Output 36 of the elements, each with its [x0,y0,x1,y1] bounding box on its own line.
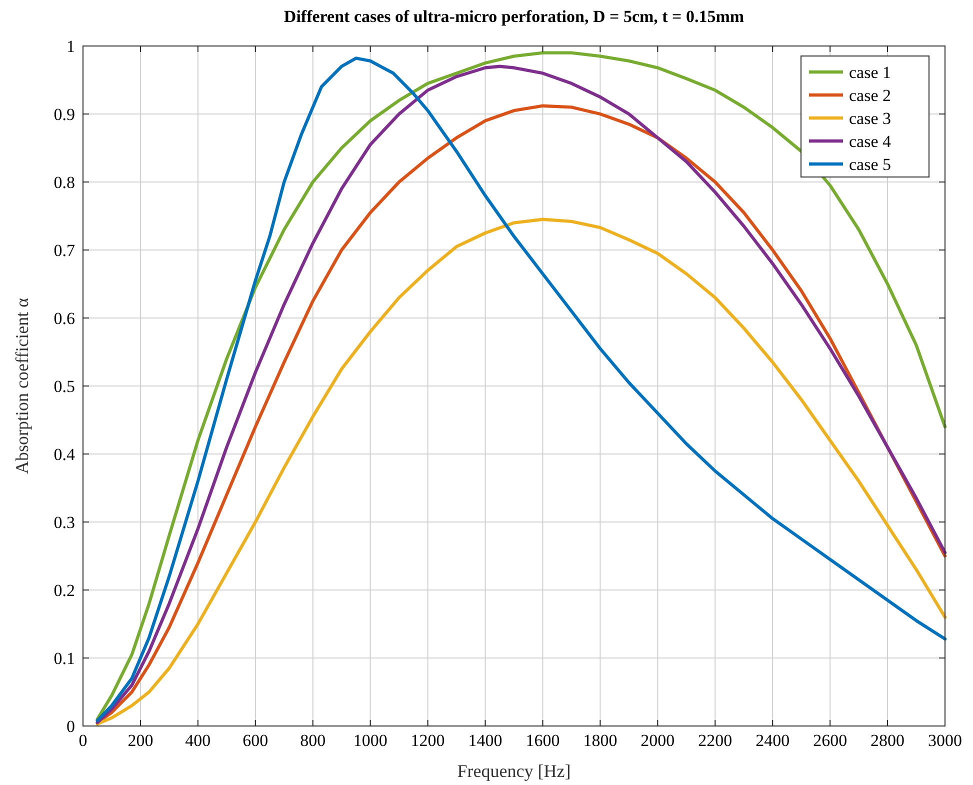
x-tick-label: 800 [300,731,326,750]
x-tick-label: 2200 [698,731,732,750]
y-tick-label: 0.6 [54,309,75,328]
x-tick-label: 2800 [870,731,905,750]
x-tick-label: 2000 [640,731,675,750]
x-tick-label: 1400 [468,731,502,750]
legend-label: case 1 [849,63,892,82]
legend-label: case 3 [849,109,892,128]
x-tick-label: 1800 [583,731,618,750]
line-series [96,218,947,726]
x-tick-label: 200 [128,731,154,750]
y-tick-label: 0.7 [54,241,76,260]
y-axis-title: Absorption coefficient α [12,297,32,474]
y-tick-label: 0.5 [54,377,75,396]
y-tick-label: 0.4 [54,445,76,464]
x-tick-label: 600 [242,731,268,750]
y-tick-label: 0.2 [54,581,75,600]
y-tick-label: 1 [66,37,75,56]
x-tick-label: 400 [185,731,211,750]
y-tick-label: 0.1 [54,649,75,668]
y-tick-label: 0.3 [54,513,75,532]
y-tick-label: 0.9 [54,105,75,124]
x-axis-title: Frequency [Hz] [457,761,571,781]
y-tick-label: 0 [66,717,75,736]
legend-label: case 2 [849,86,892,105]
x-tick-label: 1000 [353,731,388,750]
x-tick-label: 0 [78,731,88,750]
x-tick-label: 2400 [756,731,790,750]
x-tick-label: 3000 [928,731,962,750]
x-tick-label: 2600 [813,731,848,750]
x-tick-label: 1600 [526,731,560,750]
y-tick-label: 0.8 [54,173,75,192]
chart-title: Different cases of ultra-micro perforation, D = 5cm, t = 0.15mm [284,7,744,26]
legend-label: case 4 [849,132,892,151]
legend-label: case 5 [849,155,892,174]
x-tick-label: 1200 [410,731,445,750]
